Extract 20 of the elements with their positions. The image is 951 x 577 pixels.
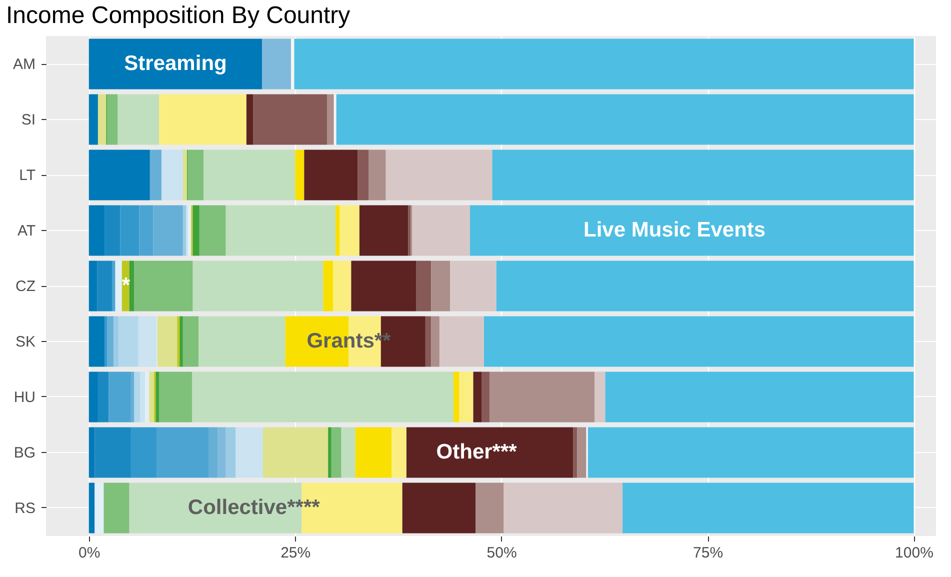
y-tick-label: AT xyxy=(17,222,36,240)
annotation: Grants** xyxy=(306,329,392,352)
y-tick-label: AM xyxy=(13,56,36,74)
x-tick-label: 0% xyxy=(78,544,100,562)
annotation: Other*** xyxy=(436,440,518,464)
annotation: Live Music Events xyxy=(583,218,766,242)
y-tick-label: LT xyxy=(19,167,36,184)
x-tick-label: 75% xyxy=(693,544,724,562)
annotation: Streaming xyxy=(124,52,227,76)
x-tick-label: 25% xyxy=(280,544,311,562)
y-tick-label: HU xyxy=(14,388,36,406)
y-tick-label: SK xyxy=(15,333,36,350)
y-tick-label: SI xyxy=(21,112,36,129)
chart-title: Income Composition By Country xyxy=(6,2,350,29)
y-tick-label: RS xyxy=(14,500,36,517)
x-tick-label: 100% xyxy=(895,544,934,562)
y-tick-label: CZ xyxy=(16,278,36,295)
x-tick-label: 50% xyxy=(486,544,517,562)
y-tick-label: BG xyxy=(14,444,36,462)
annotation: Collective**** xyxy=(188,496,321,519)
